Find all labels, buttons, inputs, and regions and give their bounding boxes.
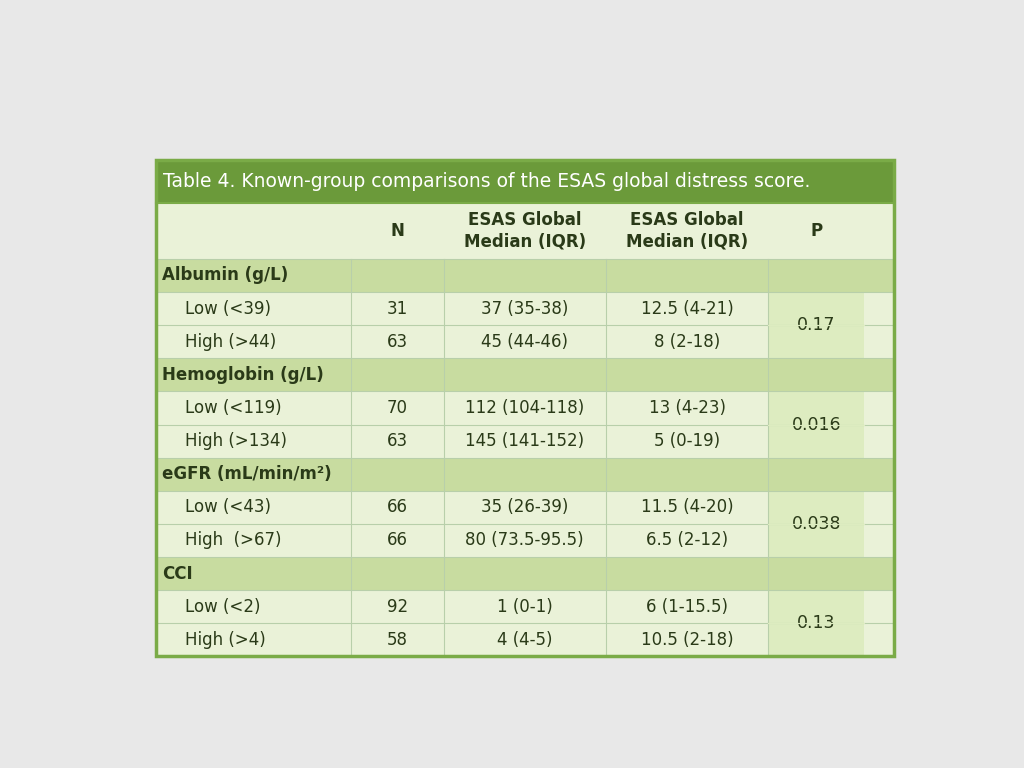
Text: CCI: CCI: [162, 564, 193, 582]
Bar: [156, 425, 894, 458]
Text: 6.5 (2-12): 6.5 (2-12): [646, 531, 728, 549]
Bar: [156, 161, 894, 203]
Text: 6 (1-15.5): 6 (1-15.5): [646, 598, 728, 616]
Text: 0.038: 0.038: [792, 515, 841, 533]
Text: High  (>67): High (>67): [185, 531, 282, 549]
Text: 5 (0-19): 5 (0-19): [654, 432, 720, 450]
Bar: [768, 590, 864, 657]
Bar: [768, 292, 864, 359]
Bar: [156, 392, 894, 425]
Text: 8 (2-18): 8 (2-18): [654, 333, 720, 351]
Bar: [768, 491, 864, 557]
Text: 10.5 (2-18): 10.5 (2-18): [641, 631, 733, 649]
Text: 92: 92: [387, 598, 408, 616]
Text: eGFR (mL/min/m²): eGFR (mL/min/m²): [162, 465, 332, 483]
Text: 1 (0-1): 1 (0-1): [497, 598, 553, 616]
Text: ESAS Global
Median (IQR): ESAS Global Median (IQR): [464, 211, 586, 250]
Text: 31: 31: [387, 300, 409, 318]
Text: Low (<2): Low (<2): [185, 598, 261, 616]
Text: 58: 58: [387, 631, 408, 649]
Text: 66: 66: [387, 531, 408, 549]
Bar: [156, 491, 894, 524]
Text: High (>44): High (>44): [185, 333, 276, 351]
Text: 0.17: 0.17: [797, 316, 836, 334]
Text: Low (<119): Low (<119): [185, 399, 282, 417]
Text: 11.5 (4-20): 11.5 (4-20): [641, 498, 733, 516]
Text: 35 (26-39): 35 (26-39): [481, 498, 568, 516]
Text: 80 (73.5-95.5): 80 (73.5-95.5): [466, 531, 584, 549]
Text: 70: 70: [387, 399, 408, 417]
Text: 45 (44-46): 45 (44-46): [481, 333, 568, 351]
Text: Low (<43): Low (<43): [185, 498, 271, 516]
Text: 0.13: 0.13: [797, 614, 836, 632]
Bar: [156, 359, 894, 392]
Bar: [156, 161, 894, 657]
Text: 63: 63: [387, 432, 408, 450]
Text: 37 (35-38): 37 (35-38): [481, 300, 568, 318]
Text: 66: 66: [387, 498, 408, 516]
Text: 4 (4-5): 4 (4-5): [497, 631, 553, 649]
Bar: [156, 161, 894, 657]
Bar: [156, 623, 894, 657]
Text: 0.016: 0.016: [792, 415, 841, 433]
Text: P: P: [810, 222, 822, 240]
Bar: [156, 524, 894, 557]
Text: 63: 63: [387, 333, 408, 351]
Bar: [156, 203, 894, 259]
Bar: [156, 292, 894, 325]
Bar: [156, 458, 894, 491]
Bar: [768, 392, 864, 458]
Text: 145 (141-152): 145 (141-152): [465, 432, 585, 450]
Text: Hemoglobin (g/L): Hemoglobin (g/L): [162, 366, 324, 384]
Bar: [156, 325, 894, 359]
Bar: [156, 259, 894, 292]
Text: ESAS Global
Median (IQR): ESAS Global Median (IQR): [626, 211, 749, 250]
Text: Low (<39): Low (<39): [185, 300, 271, 318]
Text: High (>4): High (>4): [185, 631, 266, 649]
Text: 112 (104-118): 112 (104-118): [465, 399, 585, 417]
Bar: [156, 557, 894, 590]
Text: High (>134): High (>134): [185, 432, 288, 450]
Bar: [156, 590, 894, 623]
Text: 12.5 (4-21): 12.5 (4-21): [641, 300, 733, 318]
Text: Table 4. Known-group comparisons of the ESAS global distress score.: Table 4. Known-group comparisons of the …: [163, 172, 811, 191]
Text: 13 (4-23): 13 (4-23): [648, 399, 726, 417]
Text: N: N: [390, 222, 404, 240]
Text: Albumin (g/L): Albumin (g/L): [162, 266, 288, 284]
